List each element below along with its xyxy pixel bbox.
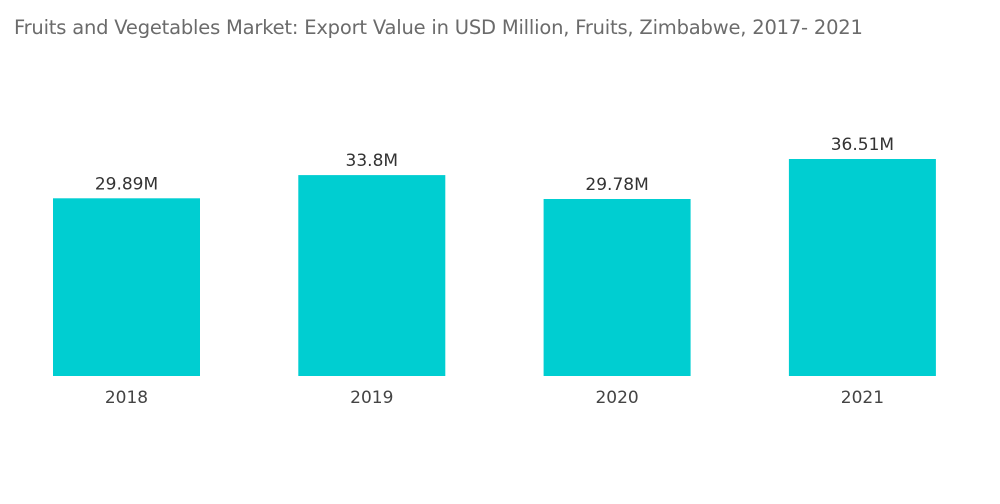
- chart-title: Fruits and Vegetables Market: Export Val…: [14, 16, 863, 39]
- x-tick-label-2018: 2018: [105, 388, 148, 408]
- data-label-2020: 29.78M: [585, 175, 648, 195]
- data-label-2018: 29.89M: [95, 174, 158, 194]
- x-tick-label-2021: 2021: [841, 388, 884, 408]
- x-tick-label-2019: 2019: [350, 388, 393, 408]
- bar-2020: [543, 199, 691, 376]
- x-tick-label-2020: 2020: [595, 388, 638, 408]
- bar-2018: [53, 198, 200, 376]
- data-label-2021: 36.51M: [831, 135, 894, 155]
- data-label-2019: 33.8M: [346, 151, 399, 171]
- bar-2019: [298, 175, 446, 376]
- bar-2021: [788, 159, 936, 376]
